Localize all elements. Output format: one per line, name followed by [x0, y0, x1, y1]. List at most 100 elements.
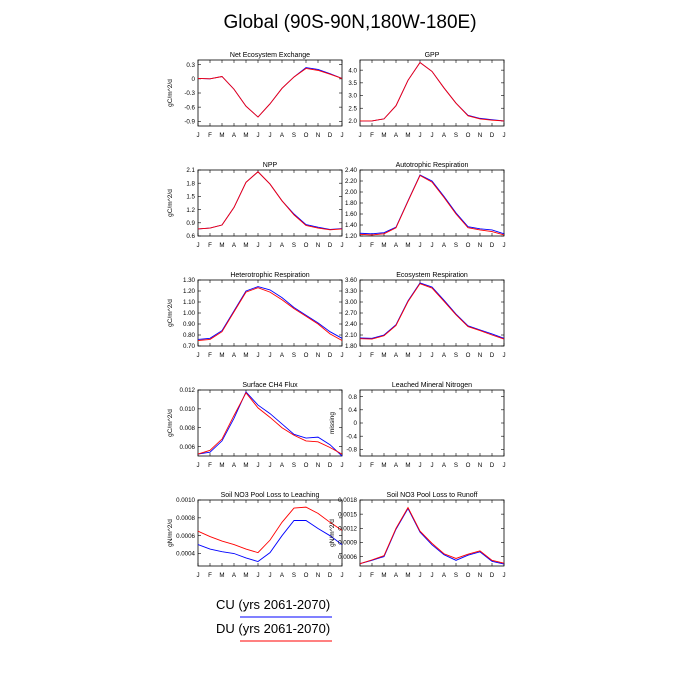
x-tick-label: J	[430, 572, 433, 579]
x-tick-label: J	[358, 132, 361, 139]
panel-title: Soil NO3 Pool Loss to Runoff	[387, 492, 478, 499]
y-tick-label: 2.20	[345, 178, 358, 185]
y-tick-label: 1.20	[345, 233, 358, 240]
x-tick-label: O	[466, 572, 471, 579]
x-tick-label: J	[430, 242, 433, 249]
y-tick-label: 0.0015	[338, 511, 357, 518]
series-line-cu	[197, 286, 343, 340]
series-line-du	[359, 506, 505, 565]
x-tick-label: J	[340, 462, 343, 469]
x-tick-label: O	[304, 132, 309, 139]
y-tick-label: 3.60	[345, 277, 358, 284]
x-tick-label: J	[268, 352, 271, 359]
x-tick-label: M	[381, 132, 386, 139]
series-line-du	[197, 392, 343, 455]
x-tick-label: J	[256, 572, 259, 579]
y-tick-label: 0.80	[183, 332, 196, 339]
x-tick-label: J	[268, 242, 271, 249]
x-tick-label: J	[256, 462, 259, 469]
x-tick-label: S	[292, 352, 296, 359]
y-tick-label: 2.0	[348, 118, 357, 125]
y-tick-label: 1.5	[186, 194, 195, 201]
legend-label-cu: CU (yrs 2061-2070)	[216, 597, 330, 612]
x-tick-label: J	[268, 132, 271, 139]
x-tick-label: F	[208, 352, 212, 359]
series-line-cu	[197, 171, 343, 230]
x-tick-label: M	[243, 242, 248, 249]
panels-group: Net Ecosystem Exchange 0.3 0 -0.3 -0.6 -0.9 J F…	[167, 52, 506, 579]
x-tick-label: M	[381, 462, 386, 469]
series-line-cu	[197, 520, 343, 563]
series-line-cu	[197, 391, 343, 457]
x-tick-label: J	[418, 572, 421, 579]
x-tick-label: M	[405, 242, 410, 249]
x-tick-label: A	[394, 242, 399, 249]
y-tick-label: 0.8	[348, 394, 357, 401]
y-tick-label: 4.0	[348, 67, 357, 74]
plot-frame	[359, 59, 505, 127]
x-tick-label: N	[478, 242, 482, 249]
series-line-du	[197, 506, 343, 554]
y-tick-label: 0.0012	[338, 525, 357, 532]
y-tick-label: 2.00	[345, 189, 358, 196]
y-tick-label: 0.006	[180, 444, 196, 451]
x-tick-label: J	[430, 352, 433, 359]
x-tick-label: D	[490, 572, 495, 579]
y-tick-label: 0.0006	[176, 533, 195, 540]
y-tick-label: 0.0008	[176, 515, 195, 522]
y-tick-label: -0.9	[184, 118, 195, 125]
series-line-cu	[197, 67, 343, 118]
x-tick-label: A	[280, 242, 285, 249]
series-line-du	[359, 174, 505, 236]
x-tick-label: N	[316, 132, 320, 139]
panel-title: Heterotrophic Respiration	[230, 272, 309, 279]
y-tick-label: 2.10	[345, 332, 358, 339]
x-tick-label: A	[394, 462, 399, 469]
x-tick-label: S	[454, 462, 458, 469]
x-tick-label: M	[405, 462, 410, 469]
y-axis-label: gC/m^2/d	[167, 299, 174, 327]
x-tick-label: A	[280, 352, 285, 359]
x-tick-label: F	[208, 572, 212, 579]
x-tick-label: M	[219, 352, 224, 359]
x-tick-label: F	[208, 462, 212, 469]
x-tick-label: M	[219, 572, 224, 579]
y-tick-label: 0.012	[180, 387, 196, 394]
series-line-du	[359, 283, 505, 340]
panel-title: NPP	[263, 162, 278, 169]
x-tick-label: J	[256, 242, 259, 249]
x-tick-label: J	[418, 132, 421, 139]
x-tick-label: A	[442, 572, 447, 579]
x-tick-label: J	[268, 572, 271, 579]
x-tick-label: J	[340, 132, 343, 139]
x-tick-label: F	[208, 242, 212, 249]
x-tick-label: M	[405, 352, 410, 359]
x-tick-label: M	[381, 572, 386, 579]
panel-title: Autotrophic Respiration	[396, 162, 469, 169]
figure-title: Global (90S-90N,180W-180E)	[223, 12, 476, 33]
y-axis-label: gC/m^2/d	[167, 79, 174, 107]
x-tick-label: N	[316, 572, 320, 579]
y-tick-label: 0.70	[183, 343, 196, 350]
x-tick-label: A	[232, 242, 237, 249]
panel-ecosystem-respiration: Ecosystem Respiration 3.60 3.30 3.00 2.70 2.4…	[345, 272, 506, 359]
x-tick-label: F	[370, 352, 374, 359]
x-tick-label: M	[219, 242, 224, 249]
y-tick-label: 0.4	[348, 407, 357, 414]
x-tick-label: N	[316, 242, 320, 249]
x-tick-label: J	[196, 352, 199, 359]
x-tick-label: J	[358, 242, 361, 249]
y-tick-label: -0.3	[184, 90, 195, 97]
panel-soil-no3-pool-loss-to-runoff: Soil NO3 Pool Loss to Runoff 0.0018 0.0015…	[329, 492, 506, 579]
x-tick-label: A	[394, 132, 399, 139]
x-tick-label: N	[478, 462, 482, 469]
x-tick-label: J	[358, 572, 361, 579]
y-axis-label: gN/m^2/d	[167, 519, 174, 547]
y-tick-label: -0.6	[184, 104, 195, 111]
x-tick-label: S	[454, 572, 458, 579]
series-line-cu	[359, 174, 505, 235]
x-tick-label: O	[304, 572, 309, 579]
